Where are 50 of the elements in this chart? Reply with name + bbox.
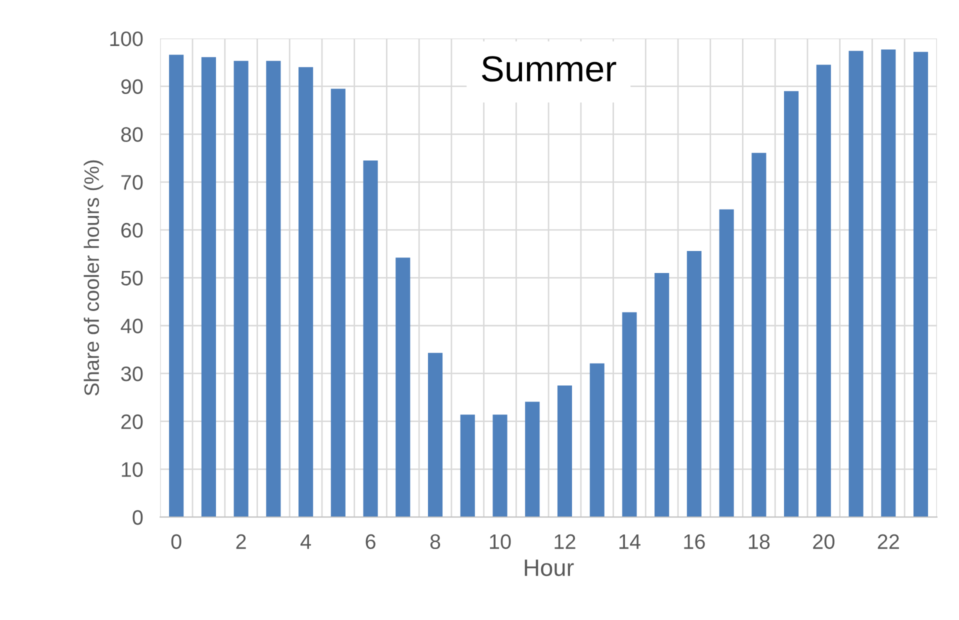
y-tick-label: 10 [122,462,143,477]
bar [590,363,604,518]
y-tick-label: 70 [121,175,143,190]
bar [428,352,443,518]
bar [881,49,896,518]
y-tick-label: 0 [132,510,143,525]
y-tick-label: 80 [121,127,143,142]
bar [298,67,314,518]
bar [848,50,864,518]
x-axis-title: Hour [524,560,574,576]
bar [686,250,702,518]
bar [557,385,572,518]
y-tick-label: 100 [110,31,143,46]
bar [784,91,799,518]
bar [396,258,410,518]
x-tick-label: 4 [300,534,311,549]
bar [169,54,184,518]
x-tick-label: 6 [366,534,376,550]
x-tick-label: 8 [430,534,440,550]
x-tick-label: 12 [554,534,576,549]
bar [330,88,346,518]
bar [816,64,831,518]
x-tick-label: 10 [490,534,511,550]
chart-title: Summer [482,56,616,82]
bar [201,57,216,518]
x-tick-label: 2 [236,534,246,549]
y-axis-title: Share of cooler hours (%) [84,160,104,396]
bar [654,272,670,518]
y-tick-label: 60 [121,222,143,238]
bar [363,160,378,518]
y-tick-label: 50 [121,270,143,286]
bar [622,312,637,518]
bar [719,209,734,518]
y-tick-label: 90 [121,79,143,94]
x-tick-label: 14 [619,534,640,549]
bar [913,52,928,518]
x-tick-label: 20 [813,534,834,550]
x-tick-label: 16 [684,534,705,550]
x-tick-label: 22 [878,534,899,549]
bar [525,402,540,518]
x-tick-label: 0 [171,534,182,550]
y-tick-label: 40 [120,318,143,334]
bar [492,414,508,518]
y-tick-label: 30 [121,366,143,382]
x-tick-label: 18 [748,534,770,550]
bar [460,414,475,518]
bar [752,152,766,518]
bar [266,60,281,518]
y-tick-label: 20 [121,414,143,430]
bar [234,60,248,518]
